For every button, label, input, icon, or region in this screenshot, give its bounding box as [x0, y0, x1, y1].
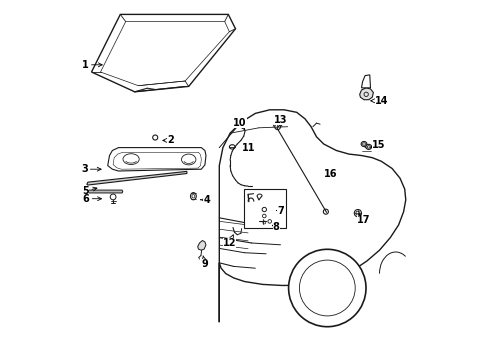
Text: 13: 13 [273, 114, 286, 127]
Text: 1: 1 [82, 60, 102, 70]
Ellipse shape [365, 144, 371, 149]
Text: 5: 5 [82, 186, 97, 196]
Polygon shape [219, 110, 405, 322]
Ellipse shape [361, 141, 366, 147]
Text: 14: 14 [370, 96, 387, 106]
Text: 2: 2 [163, 135, 174, 145]
Ellipse shape [299, 260, 354, 316]
Text: 3: 3 [81, 164, 101, 174]
Ellipse shape [288, 249, 365, 327]
Text: 8: 8 [272, 222, 279, 232]
Polygon shape [359, 88, 373, 100]
Text: 16: 16 [324, 168, 337, 179]
Text: 10: 10 [233, 118, 246, 130]
Polygon shape [361, 75, 370, 88]
Text: 11: 11 [242, 143, 255, 153]
Text: 17: 17 [356, 214, 369, 225]
Text: 9: 9 [201, 256, 208, 269]
Bar [244, 189, 285, 228]
Text: 15: 15 [370, 140, 385, 150]
Polygon shape [87, 171, 186, 185]
Text: 12: 12 [222, 235, 236, 248]
Polygon shape [197, 240, 205, 250]
Polygon shape [88, 190, 122, 193]
Polygon shape [107, 148, 205, 171]
Text: 7: 7 [276, 206, 284, 216]
Text: 6: 6 [82, 194, 102, 204]
Polygon shape [91, 14, 235, 92]
Text: 4: 4 [200, 195, 210, 205]
